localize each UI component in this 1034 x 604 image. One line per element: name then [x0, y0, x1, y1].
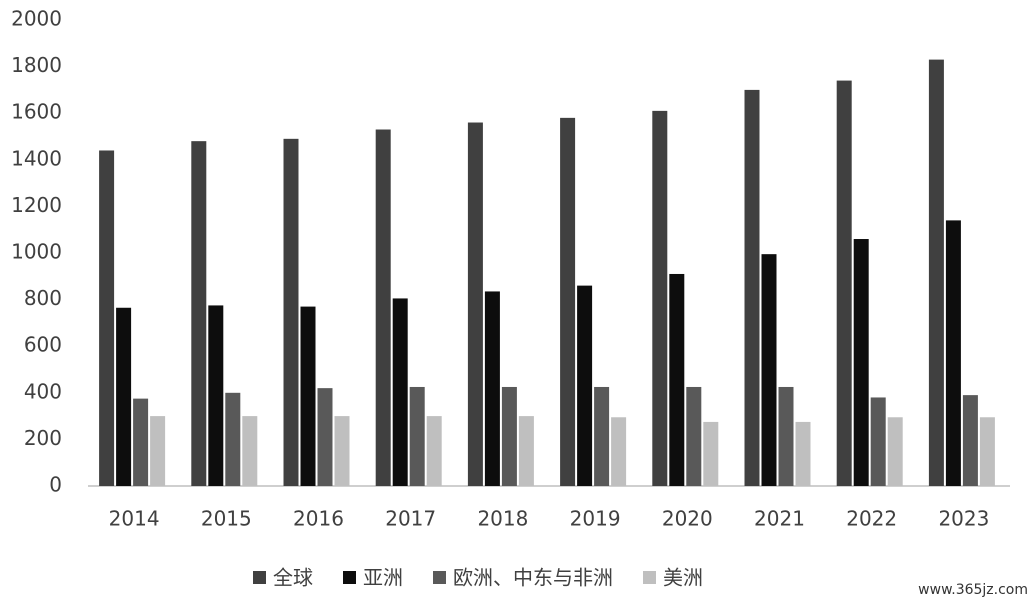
bar	[242, 416, 258, 486]
bar	[887, 417, 903, 486]
bar	[795, 421, 811, 486]
bar	[652, 110, 668, 487]
y-tick-label: 200	[24, 426, 62, 450]
bar	[836, 80, 852, 486]
legend-label: 全球	[273, 566, 313, 590]
bar	[761, 254, 777, 486]
y-tick-label: 1800	[11, 53, 62, 77]
bar	[283, 138, 299, 486]
bar	[208, 305, 224, 486]
bar	[501, 386, 517, 486]
x-tick-label: 2019	[570, 507, 621, 531]
y-tick-label: 0	[49, 473, 62, 497]
y-tick-label: 1200	[11, 193, 62, 217]
bar	[928, 59, 944, 487]
bar	[99, 150, 115, 487]
x-tick-label: 2022	[846, 507, 897, 531]
bar	[133, 398, 149, 486]
bar	[611, 417, 627, 486]
y-tick-label: 400	[24, 379, 62, 403]
x-tick-label: 2021	[754, 507, 805, 531]
x-tick-label: 2017	[385, 507, 436, 531]
bar	[375, 129, 391, 486]
y-tick-label: 1000	[11, 240, 62, 264]
legend-label: 欧洲、中东与非洲	[453, 566, 613, 590]
bar	[334, 416, 350, 486]
y-tick-label: 2000	[11, 7, 62, 31]
bar	[409, 386, 425, 486]
bar	[116, 307, 132, 486]
bar	[225, 392, 241, 486]
bar	[686, 386, 702, 486]
bar	[150, 416, 166, 486]
bar	[853, 239, 869, 486]
bar	[703, 421, 719, 486]
legend-label: 亚洲	[363, 566, 403, 590]
bar	[300, 306, 316, 486]
y-tick-label: 1600	[11, 100, 62, 124]
legend-swatch	[433, 571, 446, 584]
legend-label: 美洲	[663, 566, 703, 590]
y-tick-label: 800	[24, 286, 62, 310]
bar	[392, 298, 408, 486]
bar	[191, 141, 207, 486]
bar	[962, 395, 978, 486]
legend-swatch	[643, 571, 656, 584]
bar	[669, 273, 685, 486]
bar	[870, 397, 886, 486]
bar	[594, 386, 610, 486]
x-tick-label: 2014	[109, 507, 160, 531]
bar	[560, 117, 576, 487]
x-tick-label: 2016	[293, 507, 344, 531]
x-tick-label: 2020	[662, 507, 713, 531]
bar	[744, 89, 760, 487]
bar	[317, 388, 333, 486]
bar	[577, 285, 593, 486]
watermark: www.365jz.com	[918, 582, 1028, 598]
legend-swatch	[253, 571, 266, 584]
legend-swatch	[343, 571, 356, 584]
x-tick-label: 2018	[477, 507, 528, 531]
bar	[467, 122, 483, 487]
bar	[484, 291, 500, 486]
x-tick-label: 2023	[938, 507, 989, 531]
bar	[778, 386, 794, 486]
bar	[945, 220, 961, 486]
y-tick-label: 1400	[11, 146, 62, 170]
bar	[426, 416, 442, 486]
x-tick-label: 2015	[201, 507, 252, 531]
bar	[979, 417, 995, 486]
bar	[518, 416, 534, 486]
y-tick-label: 600	[24, 333, 62, 357]
